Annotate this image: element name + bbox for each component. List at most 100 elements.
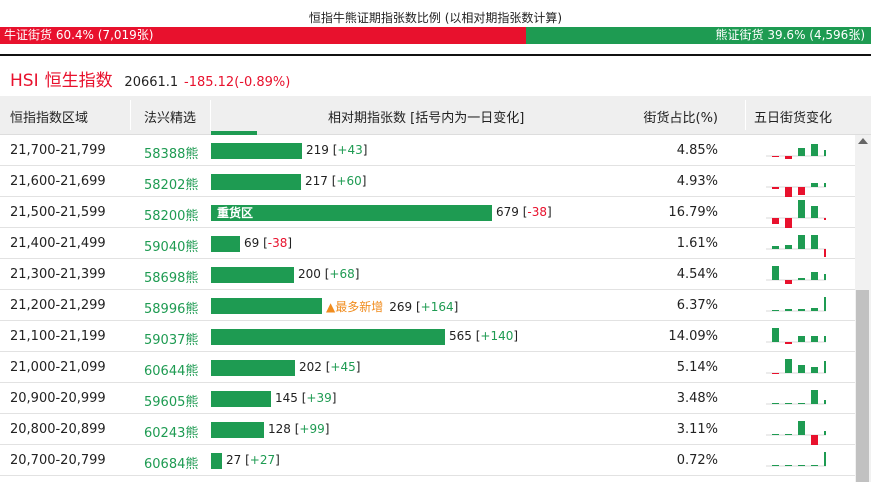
five-day-sparkline (766, 183, 826, 197)
five-day-sparkline (766, 235, 826, 257)
sparkline-bar (785, 309, 792, 311)
warrant-code-link[interactable]: 60684熊 (144, 457, 199, 472)
scroll-up-arrow-icon[interactable] (858, 138, 868, 144)
index-quote: HSI 恒生指数 20661.1 -185.12(-0.89%) (10, 66, 290, 91)
share-cell: 3.11% (676, 422, 718, 437)
five-day-sparkline (766, 328, 826, 344)
contracts-count: 69 [-38] (244, 236, 293, 250)
contracts-bar (211, 329, 445, 345)
contracts-count: ▲最多新增 269 [+164] (326, 300, 459, 314)
contracts-count: 200 [+68] (298, 267, 360, 281)
header-pick: 法兴精选 (144, 111, 197, 126)
sparkline-bar (772, 246, 779, 249)
sparkline-bar (811, 435, 818, 445)
share-cell: 0.72% (676, 453, 718, 468)
sparkline-bar (811, 465, 818, 466)
share-cell: 3.48% (676, 391, 718, 406)
header-five-day: 五日街货变化 (754, 111, 833, 126)
header-divider (745, 100, 746, 130)
sparkline-bar (798, 465, 805, 466)
range-cell: 21,100-21,199 (10, 329, 106, 344)
header-contracts: 相对期指张数 [括号内为一日变化] (328, 111, 525, 126)
sparkline-bar (811, 367, 818, 373)
count-value: 27 (226, 453, 242, 467)
share-cell: 4.93% (676, 174, 718, 189)
most-added-badge: ▲最多新增 (326, 300, 384, 314)
table-row: 21,400-21,499 59040熊 69 [-38] 1.61% (0, 228, 855, 259)
contracts-count: 128 [+99] (268, 422, 330, 436)
sparkline-bar (772, 310, 779, 311)
range-cell: 20,700-20,799 (10, 453, 106, 468)
table-row: 21,300-21,399 58698熊 200 [+68] 4.54% (0, 259, 855, 290)
share-cell: 14.09% (668, 329, 718, 344)
range-cell: 20,800-20,899 (10, 422, 106, 437)
count-value: 679 (496, 205, 519, 219)
table-header: 恒指指数区域 法兴精选 相对期指张数 [括号内为一日变化] 街货占比(%) 五日… (0, 96, 871, 135)
sparkline-bar (798, 278, 805, 280)
sparkline-bar (785, 156, 792, 159)
bull-ratio-segment: 牛证街货 60.4% (7,019张) (0, 27, 527, 44)
sparkline-bar (798, 187, 805, 195)
sparkline-bar (772, 218, 779, 224)
five-day-sparkline (766, 144, 826, 159)
count-value: 217 (305, 174, 328, 188)
warrant-code-link[interactable]: 58996熊 (144, 302, 199, 317)
contracts-bar (211, 422, 264, 438)
share-cell: 5.14% (676, 360, 718, 375)
contracts-bar (211, 236, 240, 252)
warrant-code-link[interactable]: 59605熊 (144, 395, 199, 410)
warrant-code-link[interactable]: 60243熊 (144, 426, 199, 441)
five-day-sparkline (766, 421, 826, 445)
sparkline-bar (824, 218, 826, 220)
sparkline-bar (824, 249, 826, 257)
warrant-code-link[interactable]: 59040熊 (144, 240, 199, 255)
sparkline-bar (811, 206, 818, 218)
warrant-code-link[interactable]: 58202熊 (144, 178, 199, 193)
heavy-zone-label: 重货区 (217, 206, 254, 220)
sparkline-bar (811, 390, 818, 404)
daily-change: +45 (330, 360, 356, 374)
five-day-sparkline (766, 359, 826, 374)
sparkline-bar (798, 200, 805, 218)
sparkline-bar (785, 403, 792, 404)
warrant-code-link[interactable]: 59037熊 (144, 333, 199, 348)
contracts-bar (211, 298, 322, 314)
daily-change: +140 (480, 329, 514, 343)
table-row: 21,000-21,099 60644熊 202 [+45] 5.14% (0, 352, 855, 383)
range-cell: 21,300-21,399 (10, 267, 106, 282)
sparkline-bar (798, 365, 805, 373)
share-cell: 6.37% (676, 298, 718, 313)
table-row: 21,100-21,199 59037熊 565 [+140] 14.09% (0, 321, 855, 352)
header-range: 恒指指数区域 (10, 111, 89, 126)
sparkline-bar (824, 361, 826, 373)
index-code[interactable]: HSI (10, 71, 39, 91)
sparkline-bar (798, 421, 805, 435)
warrant-code-link[interactable]: 58698熊 (144, 271, 199, 286)
sparkline-bar (772, 373, 779, 374)
table-row: 20,900-20,999 59605熊 145 [+39] 3.48% (0, 383, 855, 414)
contracts-table-body: 21,700-21,799 58388熊 219 [+43] 4.85% 21,600-… (0, 135, 855, 482)
scrollbar-thumb[interactable] (856, 290, 869, 482)
table-row: 21,500-21,599 58200熊 重货区 679 [-38] 16.79% (0, 197, 855, 228)
contracts-count: 219 [+43] (306, 143, 368, 157)
daily-change: +39 (306, 391, 332, 405)
five-day-sparkline (766, 266, 826, 284)
sparkline-bar (798, 403, 805, 404)
range-cell: 21,200-21,299 (10, 298, 106, 313)
contracts-bar (211, 174, 301, 190)
contracts-bar (211, 453, 222, 469)
range-cell: 21,700-21,799 (10, 143, 106, 158)
sparkline-bar (772, 328, 779, 342)
contracts-bar (211, 391, 271, 407)
sparkline-bar (798, 235, 805, 249)
warrant-code-link[interactable]: 58388熊 (144, 147, 199, 162)
sparkline-bar (785, 359, 792, 373)
range-cell: 20,900-20,999 (10, 391, 106, 406)
warrant-code-link[interactable]: 60644熊 (144, 364, 199, 379)
share-cell: 4.54% (676, 267, 718, 282)
range-cell: 21,400-21,499 (10, 236, 106, 251)
contracts-count: 145 [+39] (275, 391, 337, 405)
warrant-code-link[interactable]: 58200熊 (144, 209, 199, 224)
bear-ratio-segment: 熊证街货 39.6% (4,596张) (526, 27, 871, 44)
index-name[interactable]: 恒生指数 (44, 71, 113, 91)
